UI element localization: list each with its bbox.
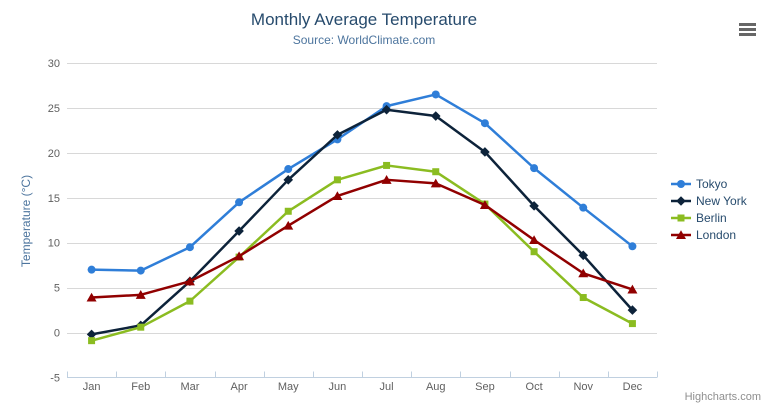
x-axis-label: Aug — [426, 381, 446, 393]
series-tokyo[interactable] — [87, 90, 637, 275]
legend-label: New York — [696, 193, 747, 208]
legend-label: Tokyo — [696, 176, 728, 191]
y-axis-label: 5 — [54, 283, 60, 295]
x-axis-label: Feb — [131, 381, 150, 393]
highcharts-credit[interactable]: Highcharts.com — [684, 391, 761, 403]
x-axis-label: Nov — [573, 381, 593, 393]
y-axis-label: 0 — [54, 328, 60, 340]
new-york-series-marker-icon — [671, 195, 691, 206]
legend-label: Berlin — [696, 210, 727, 225]
x-axis-label: Sep — [475, 381, 495, 393]
x-axis-label: Dec — [623, 381, 643, 393]
legend-item-london[interactable]: London — [671, 226, 747, 243]
legend: Tokyo New York Berlin London — [671, 175, 747, 243]
context-menu-button[interactable] — [737, 21, 756, 38]
x-axis-label: Apr — [231, 381, 248, 393]
berlin-series-marker-icon — [671, 214, 691, 221]
legend-item-berlin[interactable]: Berlin — [671, 209, 747, 226]
y-axis-label: 15 — [48, 193, 60, 205]
x-axis-label: Jul — [380, 381, 394, 393]
x-axis-label: May — [278, 381, 299, 393]
y-axis-label: 25 — [48, 103, 60, 115]
legend-label: London — [696, 227, 737, 242]
series-new-york[interactable] — [86, 104, 638, 340]
chart-subtitle: Source: WorldClimate.com — [292, 33, 436, 47]
y-axis-label: 30 — [48, 58, 60, 70]
y-axis-label: -5 — [50, 373, 60, 385]
x-axis-label: Mar — [180, 381, 199, 393]
tokyo-series-marker-icon — [671, 179, 691, 188]
x-axis-label: Jan — [83, 381, 101, 393]
x-axis-label: Oct — [526, 381, 543, 393]
chart-title: Monthly Average Temperature — [250, 10, 478, 29]
y-axis-label: 10 — [48, 238, 60, 250]
y-axis-title: Temperature (°C) — [19, 174, 33, 268]
hamburger-icon — [739, 23, 756, 36]
y-axis-label: 20 — [48, 148, 60, 160]
x-axis-label: Jun — [329, 381, 347, 393]
series-london[interactable] — [86, 175, 638, 302]
legend-item-new-york[interactable]: New York — [671, 192, 747, 209]
legend-item-tokyo[interactable]: Tokyo — [671, 175, 747, 192]
london-series-marker-icon — [671, 229, 691, 239]
